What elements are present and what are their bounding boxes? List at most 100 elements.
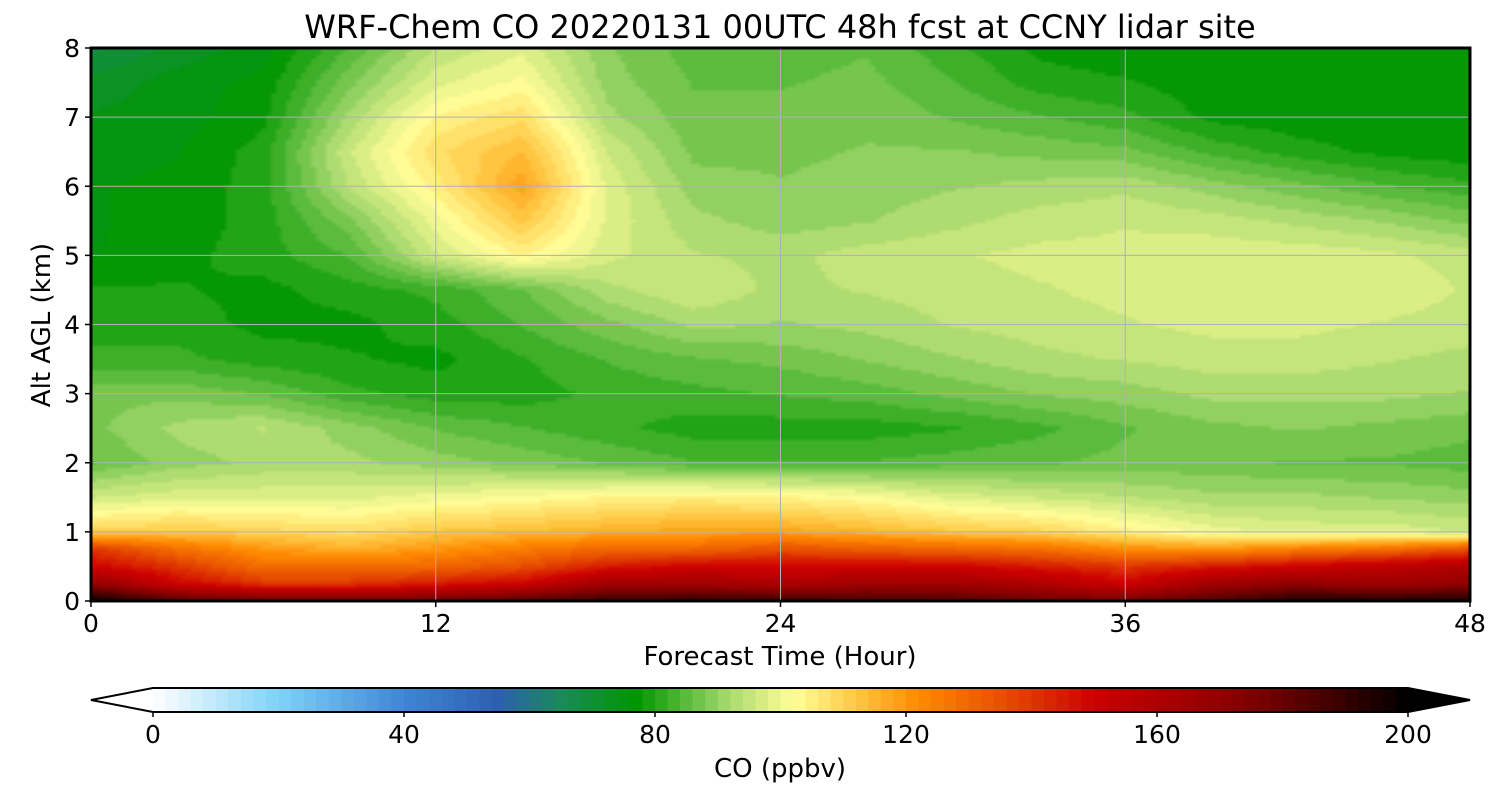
colorbar-segment: [491, 688, 505, 712]
colorbar-segment: [1194, 688, 1208, 712]
colorbar-tick-label: 80: [639, 720, 671, 749]
colorbar-segment: [1182, 688, 1196, 712]
colorbar: 0 40 80 120 160 200: [90, 687, 1471, 749]
colorbar-segment: [1018, 688, 1033, 712]
colorbar-segment: [466, 688, 480, 712]
colorbar-segment: [1332, 688, 1346, 712]
y-axis: 0 1 2 3 4 5 6 7 8: [64, 34, 91, 616]
colorbar-segment: [893, 688, 907, 712]
colorbar-segment: [316, 688, 330, 712]
colorbar-segment: [855, 688, 869, 712]
x-tick-label: 12: [420, 609, 452, 638]
colorbar-segment: [353, 688, 367, 712]
colorbar-segment: [429, 688, 443, 712]
colorbar-segment: [516, 688, 531, 712]
colorbar-tick-label: 0: [145, 720, 161, 749]
colorbar-segment: [629, 688, 644, 712]
colorbar-segment: [1207, 688, 1221, 712]
colorbar-segment: [981, 688, 995, 712]
colorbar-segment: [906, 688, 920, 712]
chart-title: WRF-Chem CO 20220131 00UTC 48h fcst at C…: [304, 8, 1255, 46]
colorbar-segment: [228, 688, 242, 712]
colorbar-label: CO (ppbv): [714, 754, 846, 784]
colorbar-segment: [943, 688, 957, 712]
colorbar-segment: [617, 688, 631, 712]
x-tick-label: 48: [1454, 609, 1486, 638]
y-tick-label: 5: [64, 241, 80, 270]
colorbar-tick-label: 160: [1133, 720, 1181, 749]
colorbar-segment: [793, 688, 807, 712]
colorbar-segment: [1269, 688, 1284, 712]
colorbar-max-extend-arrow: [1408, 688, 1470, 712]
colorbar-segment: [1144, 688, 1158, 712]
colorbar-segment: [1031, 688, 1045, 712]
colorbar-segment: [153, 688, 167, 712]
x-tick-label: 0: [83, 609, 99, 638]
colorbar-segment: [667, 688, 681, 712]
colorbar-segment: [705, 688, 719, 712]
colorbar-segment: [366, 688, 380, 712]
colorbar-segment: [165, 688, 179, 712]
colorbar-segment: [341, 688, 355, 712]
colorbar-segment: [830, 688, 844, 712]
colorbar-segment: [755, 688, 769, 712]
colorbar-segment: [203, 688, 217, 712]
colorbar-segment: [717, 688, 731, 712]
colorbar-segment: [441, 688, 455, 712]
colorbar-segment: [805, 688, 819, 712]
y-tick-label: 2: [64, 449, 80, 478]
colorbar-segment: [767, 688, 782, 712]
colorbar-segment: [1382, 688, 1397, 712]
colorbar-segment: [378, 688, 393, 712]
colorbar-segment: [1232, 688, 1246, 712]
colorbar-segment: [1307, 688, 1321, 712]
colorbar-segment: [454, 688, 468, 712]
colorbar-tick-label: 40: [388, 720, 420, 749]
colorbar-segment: [253, 688, 267, 712]
colorbar-segment: [1094, 688, 1108, 712]
y-tick-label: 4: [64, 311, 80, 340]
colorbar-segment: [1006, 688, 1020, 712]
colorbar-segment: [655, 688, 669, 712]
colorbar-segment: [240, 688, 254, 712]
colorbar-segment: [391, 688, 405, 712]
colorbar-segment: [1370, 688, 1384, 712]
y-tick-label: 3: [64, 380, 80, 409]
colorbar-segment: [1320, 688, 1334, 712]
y-tick-label: 6: [64, 172, 80, 201]
colorbar-segment: [1357, 688, 1371, 712]
colorbar-segment: [579, 688, 593, 712]
colorbar-segment: [1081, 688, 1095, 712]
colorbar-segment: [542, 688, 556, 712]
colorbar-segment: [328, 688, 342, 712]
y-tick-label: 7: [64, 103, 80, 132]
colorbar-segment: [1295, 688, 1309, 712]
grid-lines: [91, 48, 1470, 601]
colorbar-segment: [1069, 688, 1083, 712]
colorbar-segment: [416, 688, 430, 712]
colorbar-segment: [931, 688, 945, 712]
colorbar-segment: [529, 688, 543, 712]
colorbar-segment: [1106, 688, 1120, 712]
colorbar-segment: [1257, 688, 1271, 712]
colorbar-min-extend-arrow: [91, 688, 153, 712]
x-tick-label: 36: [1109, 609, 1141, 638]
y-tick-label: 1: [64, 518, 80, 547]
y-tick-label: 8: [64, 34, 80, 63]
colorbar-segment: [843, 688, 857, 712]
colorbar-segment: [592, 688, 606, 712]
colorbar-segment: [303, 688, 317, 712]
colorbar-segment: [730, 688, 744, 712]
colorbar-segment: [1169, 688, 1183, 712]
colorbar-segment: [265, 688, 280, 712]
colorbar-segment: [1345, 688, 1359, 712]
colorbar-segment: [567, 688, 581, 712]
colorbar-segment: [818, 688, 832, 712]
colorbar-segment: [968, 688, 982, 712]
colorbar-segment: [1044, 688, 1058, 712]
colorbar-segment: [404, 688, 418, 712]
colorbar-segment: [215, 688, 229, 712]
colorbar-segment: [956, 688, 970, 712]
colorbar-segment: [880, 688, 895, 712]
